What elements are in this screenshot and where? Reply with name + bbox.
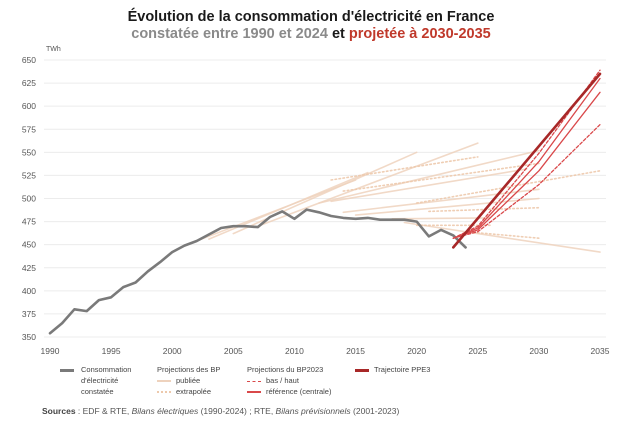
series-line-ppe3 [451,72,602,249]
legend-bp2023-ref-swatch [247,391,261,394]
y-tick-label: 575 [22,124,36,134]
y-tick-label: 375 [22,309,36,319]
y-tick-label: 475 [22,217,36,227]
legend-bp2023-lowhigh-label: bas / haut [266,376,299,385]
sources-note: Sources : EDF & RTE, Bilans électriques … [42,406,399,416]
subtitle-observed-part: constatée entre 1990 et 2024 [131,26,328,42]
x-tick-label: 2030 [529,346,548,356]
y-tick-label: 350 [22,332,36,342]
y-tick-label: 500 [22,194,36,204]
sources-ref-2: Bilans prévisionnels [275,406,351,416]
legend-bp-title: Projections des BP [157,365,221,374]
legend-bp-extrapolated-label: extrapolée [176,387,212,396]
subtitle-projected-part: projetée à 2030-2035 [348,26,491,42]
series-group [48,69,602,335]
legend-ppe3-label: Trajectoire PPE3 [374,365,431,374]
legend-observed-line2: d'électricité [81,376,119,385]
x-tick-label: 1995 [102,346,121,356]
series-line-bp-extrapolated [415,170,601,204]
y-tick-label: 550 [22,147,36,157]
series-line-bp-published [318,149,540,204]
series-line-bp-extrapolated [428,206,540,213]
subtitle-connector: et [327,26,349,42]
legend-observed-line1: Consommation [81,365,132,374]
y-tick-label: 650 [22,55,36,65]
series-line-bp-published [232,151,418,235]
series-line-bp-extrapolated [464,230,540,239]
y-tick-label: 400 [22,286,36,296]
y-tick-label: 625 [22,78,36,88]
series-line-bp2023-dash [452,123,601,239]
x-tick-label: 2010 [285,346,304,356]
legend-bp2023-lowhigh-swatch [247,380,261,382]
x-axis: 1990 1995 2000 2005 2010 2015 2020 2025 2030 2035 [41,346,610,356]
y-tick-label: 425 [22,263,36,273]
series-line-bp-published [391,217,491,220]
x-tick-label: 2015 [346,346,365,356]
sources-ref-1: Bilans électriques [131,406,199,416]
legend-bp2023-title: Projections du BP2023 [247,365,324,374]
series-line-bp-extrapolated [330,156,479,181]
legend-ppe3-swatch [355,368,369,372]
y-axis-unit-label: TWh [46,46,61,53]
x-tick-label: 2005 [224,346,243,356]
series-line-bp-published [256,142,479,227]
x-tick-label: 2000 [163,346,182,356]
legend-bp-published-swatch [157,380,171,383]
x-tick-label: 2020 [407,346,426,356]
y-axis: 350 375 400 425 450 475 500 525 550 575 600 625 650 [22,55,36,342]
series-line-bp-published [354,197,540,216]
legend-bp: Projections des BP publiée extrapolée [157,364,257,397]
chart-subtitle: constatée entre 1990 et 2024 et projetée… [0,26,622,43]
x-tick-label: 2025 [468,346,487,356]
series-line-bp2023-solid [452,77,601,239]
legend-observed-swatch [60,369,74,372]
y-tick-label: 450 [22,240,36,250]
series-line-observed [48,208,467,335]
series-line-bp-published [403,221,601,253]
sources-text-1: : EDF & RTE, [75,406,132,416]
legend-ppe3: Trajectoire PPE3 [355,364,465,375]
legend-bp2023-ref-label: référence (centrale) [266,387,332,396]
x-tick-label: 2035 [591,346,610,356]
y-tick-label: 600 [22,101,36,111]
legend-bp-published-label: publiée [176,376,201,385]
sources-text-2: (1990-2024) ; RTE, [198,406,276,416]
x-tick-label: 1990 [41,346,60,356]
series-line-bp-published [208,171,369,240]
sources-label: Sources [42,406,76,416]
y-tick-label: 525 [22,170,36,180]
legend-observed-line3: constatée [81,387,114,396]
chart-title: Évolution de la consommation d'électrici… [127,9,495,25]
grid-lines [44,59,606,338]
sources-text-3: (2001-2023) [350,406,400,416]
legend-bp2023: Projections du BP2023 bas / haut référen… [247,364,367,397]
legend-bp-extrapolated-swatch [157,391,171,394]
series-line-bp-extrapolated [342,162,540,192]
series-line-bp-published [330,168,528,203]
